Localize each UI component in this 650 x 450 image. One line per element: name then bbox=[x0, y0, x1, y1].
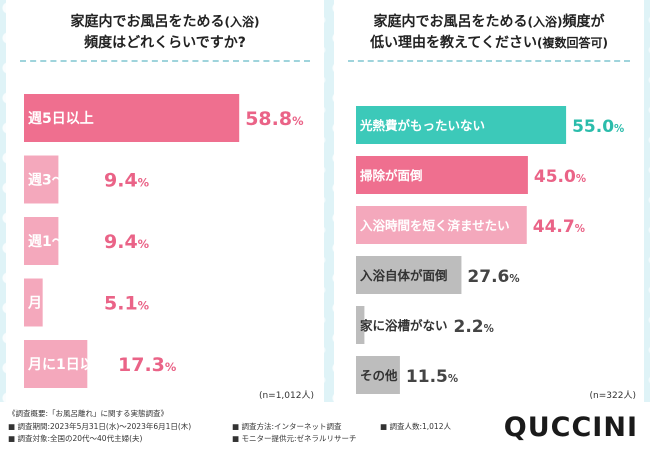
left-category-label-0: 週5日以上 bbox=[28, 111, 94, 127]
left-chart-title: 家庭内でお風呂をためる(入浴) 頻度はどれくらいですか? bbox=[6, 12, 324, 54]
survey-method: ■ 調査方法:インターネット調査 bbox=[232, 422, 342, 431]
survey-count: ■ 調査人数:1,012人 bbox=[380, 422, 451, 431]
right-chart-title: 家庭内でお風呂をためる(入浴)頻度が 低い理由を教えてください(複数回答可) bbox=[334, 12, 644, 54]
left-bar-2 bbox=[24, 217, 59, 265]
survey-period: ■ 調査期間:2023年5月31日(水)〜2023年6月1日(木) bbox=[8, 422, 192, 431]
left-category-label-2: 週1〜2日 bbox=[28, 234, 89, 250]
right-bar-3 bbox=[356, 256, 462, 294]
left-title-line2: 頻度はどれくらいですか? bbox=[84, 35, 246, 51]
right-value-label-1: 45.0% bbox=[534, 167, 586, 187]
frequency-bar-chart: 週5日以上 58.8% 週3〜4日 9.4% 週1〜2日 9.4% 月2〜3日 5.1% 月に1… bbox=[24, 94, 304, 388]
left-chart-panel: 家庭内でお風呂をためる(入浴) 頻度はどれくらいですか? 週5日以上 58.8% 週… bbox=[6, 0, 324, 402]
left-title-divider bbox=[20, 60, 310, 62]
right-value-label-0: 55.0% bbox=[572, 117, 624, 137]
right-title-paren: (入浴) bbox=[527, 15, 563, 29]
left-value-label-4: 17.3% bbox=[118, 354, 177, 376]
left-value-label-1: 9.4% bbox=[104, 170, 150, 192]
survey-provider: ■ モニター提供元:ゼネラルリサーチ bbox=[232, 434, 357, 443]
left-value-label-0: 58.8% bbox=[245, 108, 304, 130]
right-bar-0 bbox=[356, 106, 567, 144]
survey-target: ■ 調査対象:全国の20代〜40代主婦(夫) bbox=[8, 434, 143, 443]
left-title-line1: 家庭内でお風呂をためる bbox=[70, 14, 225, 30]
right-bar-2 bbox=[356, 206, 527, 244]
right-category-label-3: 入浴自体が面倒 bbox=[360, 268, 448, 283]
left-bar-3 bbox=[24, 278, 43, 327]
right-category-label-0: 光熱費がもったいない bbox=[359, 118, 485, 133]
right-value-label-4: 2.2% bbox=[454, 317, 494, 337]
left-category-label-4: 月に1日以下 bbox=[27, 357, 108, 373]
right-bar-1 bbox=[356, 156, 528, 194]
right-title-divider bbox=[348, 60, 630, 62]
brand-logo: QUCCINI bbox=[503, 412, 638, 443]
right-category-label-4: 家に浴槽がない bbox=[360, 318, 448, 333]
right-category-label-1: 掃除が面倒 bbox=[360, 168, 423, 183]
right-sample-size: (n=322人) bbox=[589, 391, 636, 401]
right-bar-5 bbox=[356, 356, 400, 394]
left-value-label-2: 9.4% bbox=[104, 231, 150, 253]
right-title-line1: 家庭内でお風呂をためる bbox=[373, 14, 528, 30]
survey-footer: 《調査概要:「お風呂離れ」に関する実態調査》 ■ 調査期間:2023年5月31日… bbox=[0, 402, 650, 450]
right-title-line2: 低い理由を教えてください bbox=[370, 35, 537, 51]
right-value-label-5: 11.5% bbox=[406, 367, 458, 387]
right-chart-panel: 家庭内でお風呂をためる(入浴)頻度が 低い理由を教えてください(複数回答可) 光… bbox=[334, 0, 644, 402]
right-category-label-5: その他 bbox=[360, 368, 398, 383]
right-value-label-2: 44.7% bbox=[533, 217, 585, 237]
right-title-line2-paren: (複数回答可) bbox=[536, 36, 608, 50]
left-category-label-3: 月2〜3日 bbox=[27, 296, 89, 312]
left-value-label-3: 5.1% bbox=[104, 293, 150, 315]
left-bar-1 bbox=[24, 155, 59, 204]
left-bar-4 bbox=[24, 340, 88, 388]
right-title-line1-end: 頻度が bbox=[562, 14, 605, 30]
left-sample-size: (n=1,012人) bbox=[258, 391, 314, 401]
left-category-label-1: 週3〜4日 bbox=[28, 173, 89, 189]
right-bar-4 bbox=[356, 306, 365, 344]
reasons-bar-chart: 光熱費がもったいない 55.0% 掃除が面倒 45.0% 入浴時間を短く済ませたい 44.… bbox=[356, 106, 624, 394]
survey-overview: 《調査概要:「お風呂離れ」に関する実態調査》 bbox=[8, 409, 169, 418]
right-category-label-2: 入浴時間を短く済ませたい bbox=[360, 218, 510, 233]
right-value-label-3: 27.6% bbox=[467, 267, 519, 287]
left-bar-0 bbox=[24, 94, 240, 142]
left-title-paren: (入浴) bbox=[224, 15, 260, 29]
